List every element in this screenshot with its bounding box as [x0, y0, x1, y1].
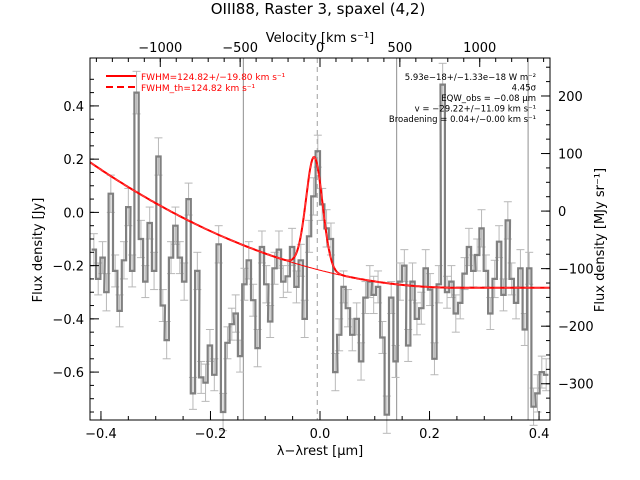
fit-annotation: Broadening = 0.04+/−0.00 km s⁻¹	[389, 115, 536, 125]
gaussian-theoretical-line	[89, 156, 550, 289]
right-tick-label: 100	[558, 148, 583, 163]
gaussian-fit-line	[89, 155, 550, 289]
y-tick-label: 0.2	[63, 153, 84, 168]
legend-label: FWHM_th=124.82 km s⁻¹	[141, 84, 256, 94]
fit-annotation: EQW_obs = −0.08 μm	[441, 94, 536, 104]
right-tick-label: 200	[558, 90, 583, 105]
right-tick-label: 0	[558, 205, 566, 220]
right-tick-label: −300	[558, 378, 594, 393]
top-tick-label: −500	[222, 41, 258, 56]
x-tick-label: 0.0	[310, 427, 331, 442]
fit-annotation: 4.45σ	[512, 84, 537, 94]
chart-title: OIII88, Raster 3, spaxel (4,2)	[211, 0, 426, 18]
data-spectrum-line	[91, 83, 549, 416]
y-tick-label: 0.0	[63, 206, 84, 221]
model-series	[89, 155, 550, 289]
y-tick-label: −0.2	[52, 260, 84, 275]
axes: −0.4 −0.2 0.0 0.2 0.4−1000 −500 0 500 1000−0.6−0…	[52, 41, 593, 442]
fit-annotation: v = −29.22+/−11.09 km s⁻¹	[415, 105, 536, 115]
right-tick-label: −200	[558, 320, 594, 335]
x-tick-label: −0.2	[195, 427, 227, 442]
x-tick-label: 0.2	[419, 427, 440, 442]
x-tick-label: 0.4	[529, 427, 550, 442]
fit-annotation: 5.93e−18+/−1.33e−18 W m⁻²	[405, 73, 536, 83]
y-tick-label: −0.4	[52, 313, 84, 328]
top-tick-label: 0	[316, 41, 324, 56]
top-tick-label: 1000	[463, 41, 496, 56]
y-tick-label: 0.4	[63, 100, 84, 115]
top-tick-label: −1000	[138, 41, 182, 56]
x-axis-label: λ−λrest [μm]	[277, 444, 363, 459]
top-tick-label: 500	[387, 41, 412, 56]
data-series	[91, 83, 549, 416]
right-tick-label: −100	[558, 263, 594, 278]
y-tick-label: −0.6	[52, 366, 84, 381]
legend: FWHM=124.82+/−19.80 km s⁻¹FWHM_th=124.82…	[106, 73, 286, 94]
right-axis-label: Flux density [MJy sr⁻¹]	[593, 168, 608, 312]
left-axis-label: Flux density [Jy]	[31, 198, 46, 303]
reference-lines	[242, 58, 529, 420]
legend-label: FWHM=124.82+/−19.80 km s⁻¹	[141, 73, 286, 83]
x-tick-label: −0.4	[85, 427, 117, 442]
top-axis-label: Velocity [km s⁻¹]	[266, 31, 374, 46]
